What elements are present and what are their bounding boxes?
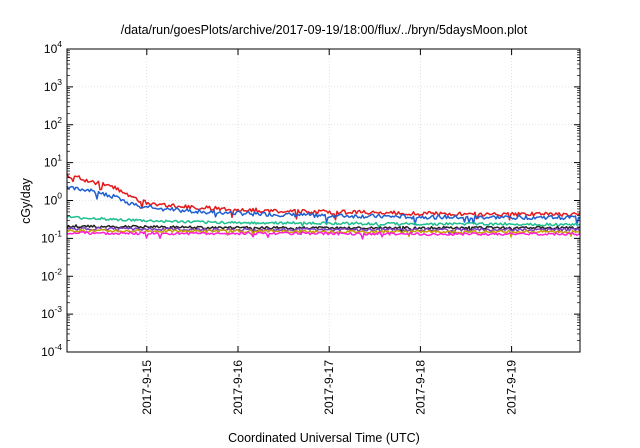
y-tick-label: 104: [44, 39, 62, 56]
x-tick-label: 2017-9-19: [505, 360, 519, 415]
y-tick-label: 10-4: [41, 342, 62, 359]
grid: [67, 48, 580, 353]
y-tick-label: 103: [44, 77, 62, 94]
y-tick-label: 10-2: [41, 266, 62, 283]
y-tick-label: 10-1: [41, 228, 62, 245]
y-tick-label: 101: [44, 153, 62, 170]
series-layer: [66, 173, 581, 240]
y-tick-label: 10-3: [41, 304, 62, 321]
x-tick-label: 2017-9-15: [140, 360, 154, 415]
series-line: [66, 173, 581, 221]
series-line: [66, 230, 581, 240]
y-tick-label: 100: [44, 191, 62, 208]
y-ticks: 10-4 10-3 10-2 10-1 100 101 102 103 104: [41, 39, 580, 359]
y-tick-label: 102: [44, 115, 62, 132]
x-ticks: 2017-9-15 2017-9-16 2017-9-17 2017-9-18 2017…: [140, 49, 519, 415]
x-tick-label: 2017-9-17: [322, 360, 336, 415]
x-tick-label: 2017-9-18: [413, 360, 427, 415]
x-tick-label: 2017-9-16: [231, 360, 245, 415]
series-line: [66, 185, 581, 226]
series-line: [66, 215, 581, 229]
chart-title: /data/run/goesPlots/archive/2017-09-19/1…: [121, 23, 528, 37]
y-axis-label: cGy/day: [19, 177, 33, 224]
x-axis-label: Coordinated Universal Time (UTC): [228, 431, 420, 445]
series-line: [66, 224, 581, 234]
